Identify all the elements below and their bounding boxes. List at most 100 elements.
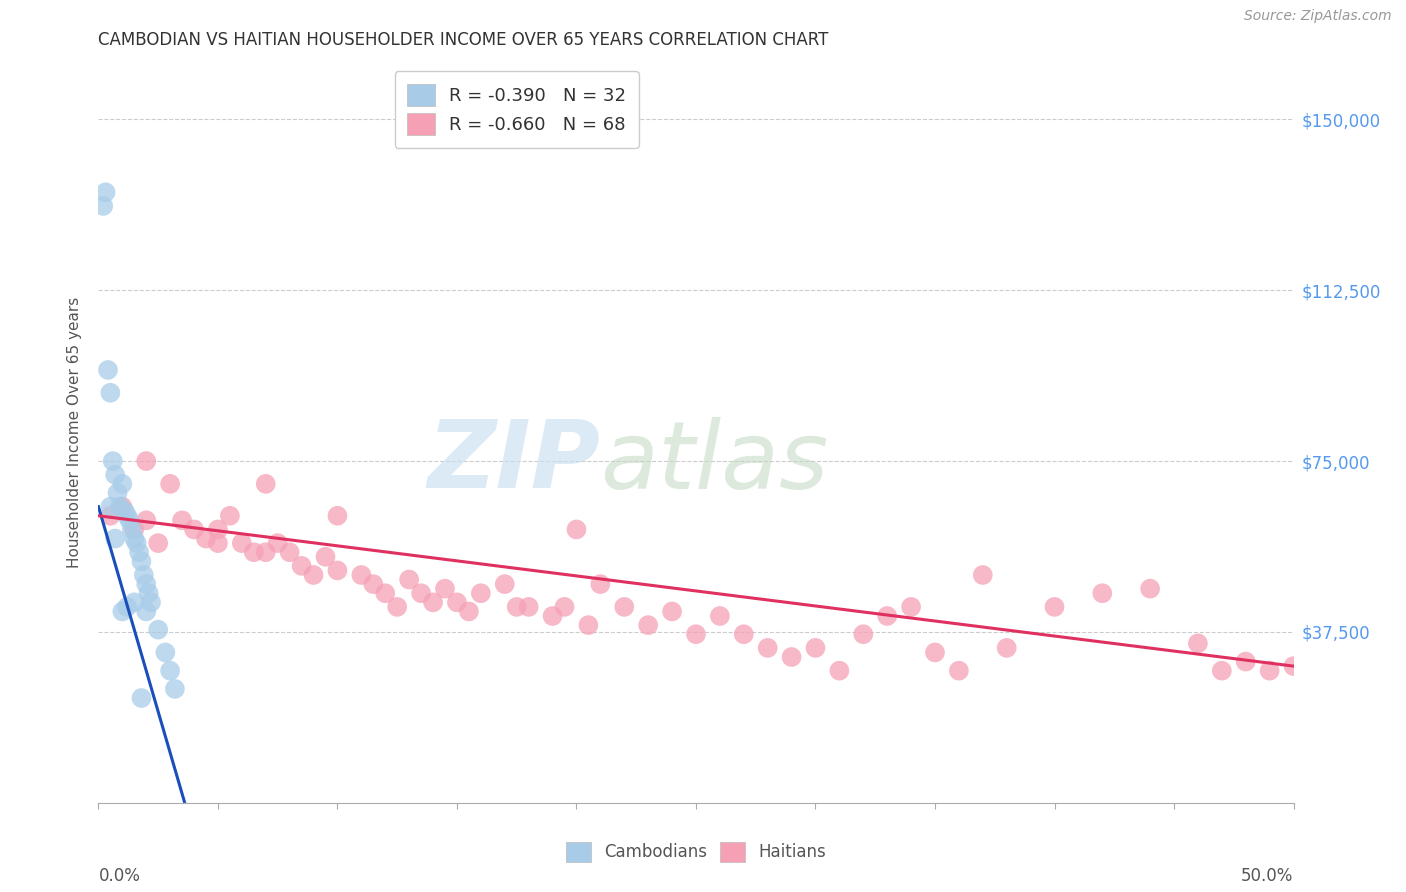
Point	[290, 558, 312, 573]
Point	[207, 536, 229, 550]
Point	[131, 691, 153, 706]
Point	[852, 627, 875, 641]
Point	[972, 568, 994, 582]
Point	[163, 681, 186, 696]
Point	[995, 640, 1018, 655]
Point	[97, 363, 120, 377]
Point	[132, 568, 155, 582]
Point	[115, 599, 138, 614]
Point	[111, 476, 134, 491]
Point	[589, 577, 612, 591]
Y-axis label: Householder Income Over 65 years: Householder Income Over 65 years	[67, 297, 83, 568]
Text: 50.0%: 50.0%	[1241, 867, 1294, 885]
Point	[1258, 664, 1281, 678]
Point	[98, 508, 122, 523]
Point	[148, 623, 170, 637]
Point	[804, 640, 827, 655]
Point	[148, 536, 170, 550]
Point	[733, 627, 755, 641]
Point	[494, 577, 516, 591]
Point	[108, 500, 131, 514]
Text: atlas: atlas	[600, 417, 828, 508]
Point	[326, 508, 349, 523]
Point	[326, 564, 349, 578]
Text: 0.0%: 0.0%	[98, 867, 141, 885]
Legend: Cambodians, Haitians: Cambodians, Haitians	[560, 835, 832, 869]
Point	[470, 586, 492, 600]
Text: ZIP: ZIP	[427, 417, 600, 508]
Point	[243, 545, 266, 559]
Point	[350, 568, 373, 582]
Point	[124, 595, 146, 609]
Point	[131, 554, 153, 568]
Point	[125, 536, 148, 550]
Point	[363, 577, 385, 591]
Point	[948, 664, 970, 678]
Point	[98, 385, 122, 400]
Point	[104, 467, 127, 482]
Point	[756, 640, 779, 655]
Point	[554, 599, 576, 614]
Point	[1234, 655, 1257, 669]
Point	[138, 586, 160, 600]
Point	[219, 508, 242, 523]
Point	[207, 523, 229, 537]
Point	[900, 599, 922, 614]
Point	[433, 582, 456, 596]
Point	[135, 577, 157, 591]
Point	[1091, 586, 1114, 600]
Point	[398, 573, 420, 587]
Point	[98, 500, 122, 514]
Point	[194, 532, 218, 546]
Point	[411, 586, 433, 600]
Point	[613, 599, 636, 614]
Point	[124, 532, 146, 546]
Point	[254, 545, 277, 559]
Point	[924, 645, 946, 659]
Point	[124, 523, 146, 537]
Point	[457, 604, 479, 618]
Text: Source: ZipAtlas.com: Source: ZipAtlas.com	[1244, 9, 1392, 23]
Point	[104, 532, 127, 546]
Point	[1043, 599, 1066, 614]
Point	[446, 595, 468, 609]
Point	[155, 645, 177, 659]
Point	[780, 650, 803, 665]
Point	[159, 664, 181, 678]
Point	[278, 545, 301, 559]
Point	[139, 595, 162, 609]
Point	[876, 609, 898, 624]
Point	[91, 199, 114, 213]
Point	[302, 568, 325, 582]
Point	[422, 595, 444, 609]
Point	[506, 599, 529, 614]
Point	[183, 523, 205, 537]
Point	[385, 599, 409, 614]
Point	[172, 513, 194, 527]
Point	[121, 523, 143, 537]
Point	[94, 186, 117, 200]
Point	[685, 627, 707, 641]
Point	[111, 500, 134, 514]
Point	[541, 609, 564, 624]
Point	[128, 545, 150, 559]
Point	[1282, 659, 1305, 673]
Point	[135, 454, 157, 468]
Point	[101, 454, 124, 468]
Point	[576, 618, 599, 632]
Point	[135, 604, 157, 618]
Point	[374, 586, 396, 600]
Point	[118, 513, 141, 527]
Point	[135, 513, 157, 527]
Point	[565, 523, 588, 537]
Point	[111, 604, 134, 618]
Point	[517, 599, 540, 614]
Point	[1187, 636, 1209, 650]
Point	[1139, 582, 1161, 596]
Point	[637, 618, 659, 632]
Point	[107, 486, 129, 500]
Point	[1211, 664, 1233, 678]
Text: CAMBODIAN VS HAITIAN HOUSEHOLDER INCOME OVER 65 YEARS CORRELATION CHART: CAMBODIAN VS HAITIAN HOUSEHOLDER INCOME …	[98, 31, 828, 49]
Point	[114, 504, 136, 518]
Point	[254, 476, 277, 491]
